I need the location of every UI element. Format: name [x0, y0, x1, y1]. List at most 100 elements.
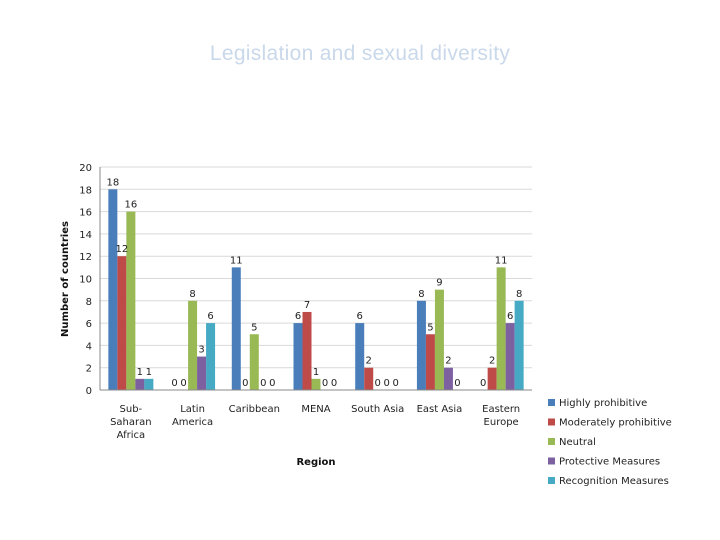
- y-tick-label: 20: [79, 163, 92, 174]
- x-category-label: Europe: [484, 417, 519, 428]
- x-category-label: Eastern: [482, 404, 520, 415]
- legend-label: Highly prohibitive: [559, 398, 647, 409]
- data-label: 0: [322, 378, 328, 389]
- data-label: 18: [106, 177, 119, 188]
- bar: [231, 267, 241, 390]
- bar: [434, 289, 444, 390]
- data-label: 8: [418, 289, 424, 300]
- bar: [249, 334, 259, 390]
- y-axis-ticks: 0 2 4 6 8 10 12 14 16 18 20: [79, 163, 92, 397]
- data-label: 11: [230, 255, 243, 266]
- bar: [188, 300, 198, 390]
- bar: [364, 367, 374, 390]
- y-tick-label: 2: [86, 364, 92, 375]
- data-label: 0: [384, 378, 390, 389]
- data-label: 0: [454, 378, 460, 389]
- data-label: 12: [115, 244, 128, 255]
- bar: [355, 323, 365, 390]
- legend-label: Neutral: [559, 437, 596, 448]
- data-label: 6: [357, 311, 363, 322]
- bar: [487, 367, 497, 390]
- data-label: 5: [427, 322, 433, 333]
- data-label: 3: [198, 345, 204, 356]
- y-tick-label: 4: [86, 341, 92, 352]
- x-category-label: Latin: [180, 404, 205, 415]
- x-category-label: Sub-: [120, 404, 143, 415]
- bar: [135, 378, 145, 390]
- x-category-label: MENA: [301, 404, 330, 415]
- y-tick-label: 12: [79, 252, 92, 263]
- x-axis-categories: Sub- Saharan Africa Latin America Caribbean ME…: [110, 404, 520, 441]
- x-category-label: Africa: [117, 430, 146, 441]
- data-label: 1: [146, 367, 152, 378]
- slide-title: Legislation and sexual diversity: [209, 42, 511, 65]
- bar: [197, 356, 207, 390]
- y-tick-label: 14: [79, 230, 92, 241]
- data-label: 0: [242, 378, 248, 389]
- legend: Highly prohibitive Moderately prohibitive…: [548, 398, 672, 487]
- data-label: 0: [171, 378, 177, 389]
- data-label: 11: [495, 255, 508, 266]
- legend-label: Protective Measures: [559, 457, 660, 468]
- data-label: 2: [489, 356, 495, 367]
- y-axis-title: Number of countries: [60, 221, 71, 337]
- x-axis-title: Region: [296, 457, 335, 468]
- legend-swatch: [548, 457, 555, 465]
- data-label: 9: [436, 278, 442, 289]
- legend-swatch: [548, 477, 555, 484]
- data-label: 6: [295, 311, 301, 322]
- data-label: 0: [260, 378, 266, 389]
- data-label: 6: [207, 311, 213, 322]
- y-tick-label: 6: [86, 319, 92, 330]
- bar: [425, 334, 435, 390]
- y-tick-label: 10: [79, 275, 92, 286]
- legend-label: Moderately prohibitive: [559, 418, 672, 429]
- data-label: 8: [516, 289, 522, 300]
- bar: [514, 300, 524, 390]
- data-label: 7: [304, 300, 310, 311]
- bar: [108, 189, 118, 390]
- x-category-label: South Asia: [351, 404, 404, 415]
- data-label: 0: [393, 378, 399, 389]
- bar: [311, 378, 321, 390]
- data-label: 2: [445, 356, 451, 367]
- bar: [505, 323, 515, 390]
- x-category-label: Saharan: [110, 417, 152, 428]
- data-label: 16: [124, 200, 137, 211]
- data-label: 0: [331, 378, 337, 389]
- data-label: 0: [180, 378, 186, 389]
- bar: [416, 300, 426, 390]
- bar: [293, 323, 303, 390]
- data-label: 0: [480, 378, 486, 389]
- data-label: 8: [189, 289, 195, 300]
- y-tick-label: 0: [86, 386, 92, 397]
- bar: [496, 267, 506, 390]
- axes: [99, 167, 532, 391]
- data-label: 2: [366, 356, 372, 367]
- y-tick-label: 16: [79, 208, 92, 219]
- x-category-label: Caribbean: [229, 404, 280, 415]
- y-tick-label: 18: [79, 185, 92, 196]
- bar: [302, 311, 312, 390]
- legend-swatch: [548, 399, 555, 406]
- x-category-label: East Asia: [417, 404, 463, 415]
- data-label: 0: [269, 378, 275, 389]
- bar: [126, 211, 136, 390]
- legend-label: Recognition Measures: [559, 476, 669, 487]
- data-label: 1: [313, 367, 319, 378]
- bar: [206, 323, 216, 390]
- x-category-label: America: [172, 417, 213, 428]
- y-tick-label: 8: [86, 297, 92, 308]
- data-label: 0: [375, 378, 381, 389]
- data-label: 6: [507, 311, 513, 322]
- gridlines: [100, 166, 532, 391]
- bar: [443, 367, 453, 390]
- bar: [117, 256, 127, 390]
- data-label: 1: [137, 367, 143, 378]
- legend-swatch: [548, 438, 555, 445]
- bar: [144, 378, 154, 390]
- bars: [108, 189, 524, 390]
- legend-swatch: [548, 418, 555, 426]
